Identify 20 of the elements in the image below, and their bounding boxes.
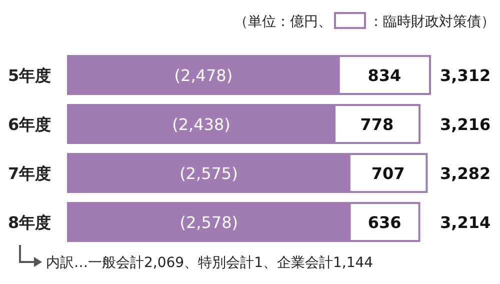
data-label: 778 xyxy=(360,115,394,134)
data-label: (2,575) xyxy=(180,164,238,183)
total-label: 3,216 xyxy=(440,115,491,134)
total-label: 3,282 xyxy=(440,164,491,183)
legend-label: ：臨時財政対策債） xyxy=(369,14,495,30)
y-tick-label: 5年度 xyxy=(8,66,52,85)
text: 内訳…一般会計2,069、特別会計1、企業会計1,144 xyxy=(46,255,374,271)
total-label: 3,214 xyxy=(440,213,491,232)
y-tick-label: 7年度 xyxy=(8,164,52,183)
y-tick-label: 6年度 xyxy=(8,115,52,134)
legend-title: （単位：億円、 xyxy=(234,14,332,30)
data-label: (2,478) xyxy=(174,66,233,85)
data-label: (2,438) xyxy=(172,115,230,134)
data-label: (2,578) xyxy=(180,213,238,232)
legend: ：臨時財政対策債） xyxy=(334,12,495,30)
y-tick-label: 8年度 xyxy=(8,213,52,232)
data-label: 834 xyxy=(368,66,402,85)
total-label: 3,312 xyxy=(440,66,491,85)
data-label: 707 xyxy=(371,164,405,183)
data-label: 636 xyxy=(368,213,402,232)
